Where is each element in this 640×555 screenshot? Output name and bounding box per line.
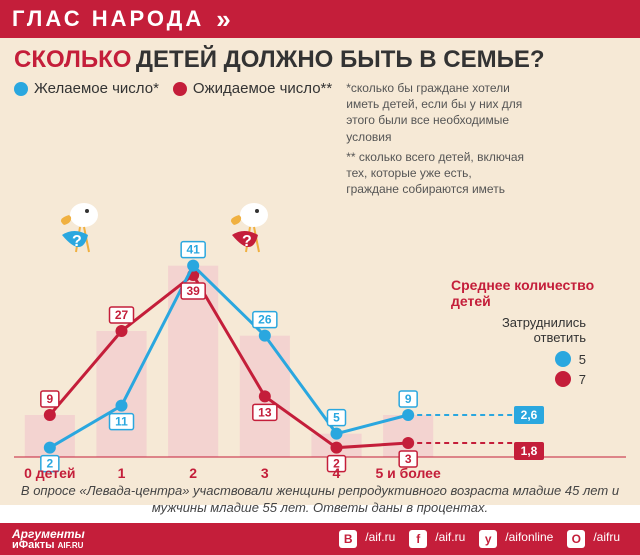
ok-icon[interactable]: O [567, 530, 585, 548]
x-tick-label: 2 [157, 465, 229, 481]
note-2: ** сколько всего детей, включая тех, кот… [346, 149, 526, 198]
tw-label: /aifonline [505, 530, 553, 548]
svg-text:2,6: 2,6 [521, 408, 538, 422]
x-tick-label: 4 [301, 465, 373, 481]
vk-icon[interactable]: B [339, 530, 357, 548]
chart-zone: ? ? 2911274139261352932,61,8 Среднее кол… [14, 197, 626, 477]
tw-icon[interactable]: y [479, 530, 497, 548]
right-panel: Среднее количество детей Затруднились от… [451, 277, 626, 391]
title-rest: ДЕТЕЙ ДОЛЖНО БЫТЬ В СЕМЬЕ? [136, 46, 545, 73]
svg-text:9: 9 [405, 392, 412, 406]
note-1: *сколько бы граждане хотели иметь детей,… [346, 80, 526, 145]
x-tick-label: 3 [229, 465, 301, 481]
dot-icon [173, 82, 187, 96]
legend-desired: Желаемое число* [14, 80, 159, 97]
legend-expected: Ожидаемое число** [173, 80, 332, 97]
svg-text:5: 5 [333, 411, 340, 425]
x-tick-label: 0 детей [14, 465, 86, 481]
svg-text:39: 39 [186, 284, 200, 298]
bottom-bar: Аргументы иФакты AIF.RU B/aif.ru f/aif.r… [0, 523, 640, 555]
svg-text:3: 3 [405, 452, 412, 466]
header-bar: ГЛАС НАРОДА » [0, 0, 640, 38]
legend-row: Желаемое число* Ожидаемое число** *сколь… [0, 78, 640, 197]
page-title: СКОЛЬКО ДЕТЕЙ ДОЛЖНО БЫТЬ В СЕМЬЕ? [0, 38, 640, 78]
svg-text:1,8: 1,8 [521, 444, 538, 458]
dot-icon [555, 351, 571, 367]
survey-footnote: В опросе «Левада-центра» участвовали жен… [0, 477, 640, 523]
svg-text:27: 27 [115, 308, 129, 322]
legend-label: Ожидаемое число** [193, 80, 332, 97]
footnotes: *сколько бы граждане хотели иметь детей,… [346, 80, 526, 197]
svg-text:26: 26 [258, 313, 272, 327]
svg-text:11: 11 [115, 415, 128, 429]
dot-icon [14, 82, 28, 96]
rubric-title: ГЛАС НАРОДА [12, 6, 204, 32]
diff-expected: 7 [451, 371, 586, 387]
x-tick-label: 1 [86, 465, 158, 481]
svg-text:9: 9 [46, 392, 53, 406]
x-axis-labels: 0 детей12345 и более [14, 465, 444, 481]
fb-icon[interactable]: f [409, 530, 427, 548]
x-tick-label: 5 и более [372, 465, 444, 481]
fb-label: /aif.ru [435, 530, 465, 548]
diff-value: 5 [579, 352, 586, 367]
avg-title: Среднее количество детей [451, 277, 626, 309]
svg-text:13: 13 [258, 406, 272, 420]
chevron-icon: » [216, 4, 230, 35]
title-emph: СКОЛЬКО [14, 46, 131, 73]
difficulty-label: Затруднились ответить [451, 315, 586, 345]
brand-logo: Аргументы иФакты AIF.RU [12, 528, 85, 551]
dot-icon [555, 371, 571, 387]
svg-text:41: 41 [186, 243, 200, 257]
diff-desired: 5 [451, 351, 586, 367]
legend-label: Желаемое число* [34, 80, 159, 97]
diff-value: 7 [579, 372, 586, 387]
brand-line2: иФакты [12, 539, 55, 551]
ok-label: /aifru [593, 530, 620, 548]
brand-site: AIF.RU [58, 541, 84, 550]
vk-label: /aif.ru [365, 530, 395, 548]
social-links: B/aif.ru f/aif.ru y/aifonline O/aifru [339, 530, 628, 548]
